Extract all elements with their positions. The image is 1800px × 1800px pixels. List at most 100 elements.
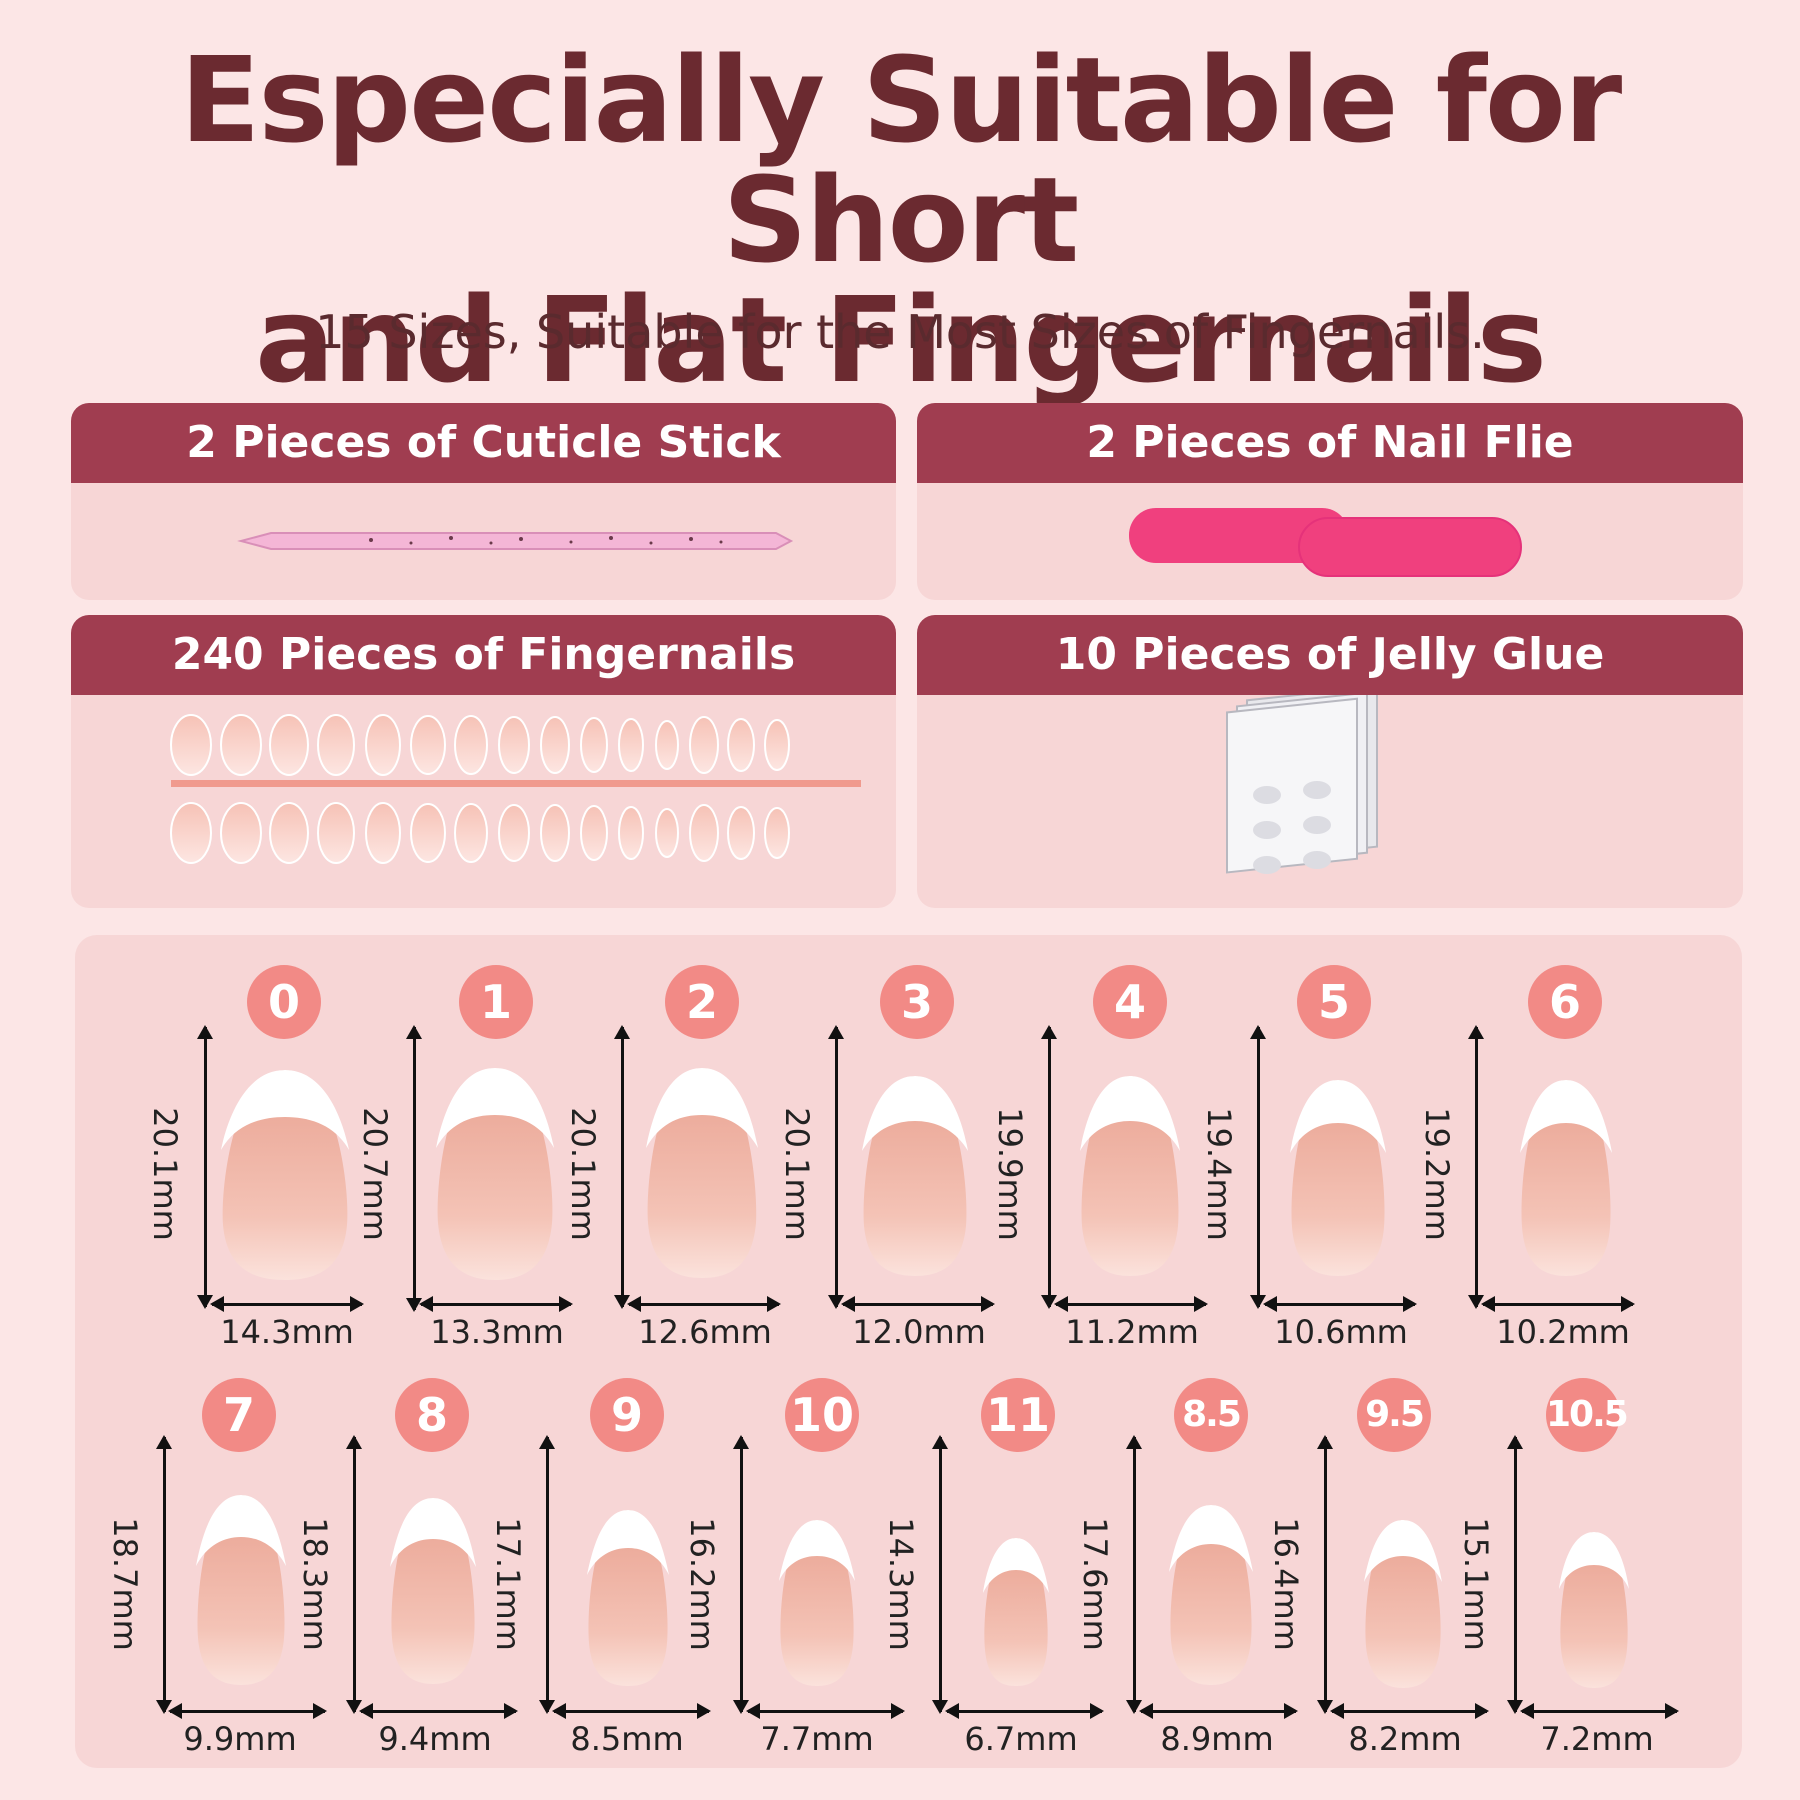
width-arrow: [945, 1703, 1104, 1719]
width-arrow: [1520, 1703, 1679, 1719]
length-label: 16.4mm: [1267, 1517, 1305, 1651]
nail-image: [390, 1498, 476, 1684]
size-badge: 5: [1297, 965, 1371, 1039]
nail-image: [1169, 1505, 1253, 1685]
width-arrow: [1263, 1296, 1417, 1312]
nail-image: [1364, 1520, 1442, 1688]
nail-image: [587, 1510, 669, 1686]
width-arrow: [1054, 1296, 1208, 1312]
nail-file-heading: 2 Pieces of Nail Flie: [917, 403, 1743, 483]
fingernails-card: 240 Pieces of Fingernails: [71, 615, 896, 908]
nail-file-card: 2 Pieces of Nail Flie: [917, 403, 1743, 600]
width-label: 14.3mm: [220, 1313, 354, 1351]
width-label: 8.2mm: [1348, 1720, 1462, 1758]
size-badge: 10.5: [1546, 1378, 1629, 1452]
width-label: 7.7mm: [760, 1720, 874, 1758]
fingernails-tray-image: [170, 714, 861, 864]
page-title: Especially Suitable for Short and Flat F…: [0, 40, 1800, 400]
size-badge: 9: [590, 1378, 664, 1452]
cuticle-stick-image: [237, 532, 794, 550]
length-label: 19.2mm: [1418, 1107, 1456, 1241]
width-label: 9.9mm: [183, 1720, 297, 1758]
size-chart-panel: 0 20.1mm 14.3mm 1 20.7mm 13.3mm 2 20.1mm…: [75, 935, 1742, 1768]
nail-image: [436, 1068, 554, 1280]
width-arrow: [1330, 1703, 1489, 1719]
width-arrow: [1481, 1296, 1635, 1312]
size-badge: 11: [981, 1378, 1055, 1452]
width-arrow: [210, 1296, 364, 1312]
nail-image: [779, 1520, 855, 1686]
length-label: 17.6mm: [1076, 1517, 1114, 1651]
nail-image: [862, 1076, 968, 1276]
length-label: 20.1mm: [564, 1107, 602, 1241]
length-label: 16.2mm: [683, 1517, 721, 1651]
title-line-1: Especially Suitable for Short: [179, 31, 1622, 289]
fingernails-heading: 240 Pieces of Fingernails: [71, 615, 896, 695]
length-label: 19.4mm: [1200, 1107, 1238, 1241]
length-arrow: [1041, 1025, 1057, 1309]
size-badge: 6: [1528, 965, 1602, 1039]
length-arrow: [1317, 1435, 1333, 1714]
size-badge: 2: [665, 965, 739, 1039]
width-label: 12.6mm: [638, 1313, 772, 1351]
width-arrow: [746, 1703, 905, 1719]
size-badge: 9.5: [1357, 1378, 1431, 1452]
length-arrow: [406, 1025, 422, 1312]
nail-image: [196, 1495, 286, 1685]
size-badge: 3: [880, 965, 954, 1039]
width-arrow: [359, 1703, 518, 1719]
jelly-glue-heading: 10 Pieces of Jelly Glue: [917, 615, 1743, 695]
width-label: 10.6mm: [1274, 1313, 1408, 1351]
length-label: 18.3mm: [296, 1517, 334, 1651]
size-badge: 7: [202, 1378, 276, 1452]
subtitle: 15 Sizes, Suitable for the Most Sizes of…: [315, 305, 1485, 359]
length-arrow: [1250, 1025, 1266, 1309]
length-arrow: [733, 1435, 749, 1714]
width-label: 10.2mm: [1496, 1313, 1630, 1351]
length-label: 20.1mm: [778, 1107, 816, 1241]
nail-image: [1559, 1532, 1629, 1688]
nail-image: [1520, 1080, 1612, 1276]
length-arrow: [539, 1435, 555, 1714]
width-arrow: [841, 1296, 995, 1312]
width-label: 11.2mm: [1065, 1313, 1199, 1351]
width-arrow: [419, 1296, 573, 1312]
nail-image: [221, 1070, 349, 1280]
nail-image: [1080, 1076, 1180, 1276]
width-label: 6.7mm: [964, 1720, 1078, 1758]
length-label: 18.7mm: [106, 1517, 144, 1651]
cuticle-stick-card: 2 Pieces of Cuticle Stick: [71, 403, 896, 600]
length-label: 20.1mm: [146, 1107, 184, 1241]
length-label: 19.9mm: [991, 1107, 1029, 1241]
size-badge: 8.5: [1174, 1378, 1248, 1452]
length-arrow: [156, 1435, 172, 1714]
size-badge: 8: [395, 1378, 469, 1452]
jelly-glue-image: [1226, 695, 1378, 874]
width-arrow: [552, 1703, 711, 1719]
size-badge: 0: [247, 965, 321, 1039]
length-label: 17.1mm: [489, 1517, 527, 1651]
length-arrow: [1507, 1435, 1523, 1714]
nail-image: [646, 1068, 758, 1278]
width-label: 9.4mm: [378, 1720, 492, 1758]
nail-file-image: [1129, 508, 1522, 577]
size-badge: 4: [1093, 965, 1167, 1039]
width-arrow: [1139, 1703, 1298, 1719]
width-label: 7.2mm: [1540, 1720, 1654, 1758]
length-arrow: [346, 1435, 362, 1714]
width-label: 13.3mm: [430, 1313, 564, 1351]
width-arrow: [168, 1703, 327, 1719]
width-label: 8.9mm: [1160, 1720, 1274, 1758]
length-arrow: [1126, 1435, 1142, 1714]
width-label: 12.0mm: [852, 1313, 986, 1351]
length-label: 14.3mm: [882, 1517, 920, 1651]
length-arrow: [932, 1435, 948, 1714]
length-arrow: [614, 1025, 630, 1309]
title-line-2: and Flat Fingernails: [255, 271, 1547, 409]
size-badge: 10: [785, 1378, 859, 1452]
length-arrow: [197, 1025, 213, 1309]
jelly-glue-card: 10 Pieces of Jelly Glue: [917, 615, 1743, 908]
length-arrow: [828, 1025, 844, 1309]
nail-image: [1290, 1080, 1386, 1276]
width-label: 8.5mm: [570, 1720, 684, 1758]
